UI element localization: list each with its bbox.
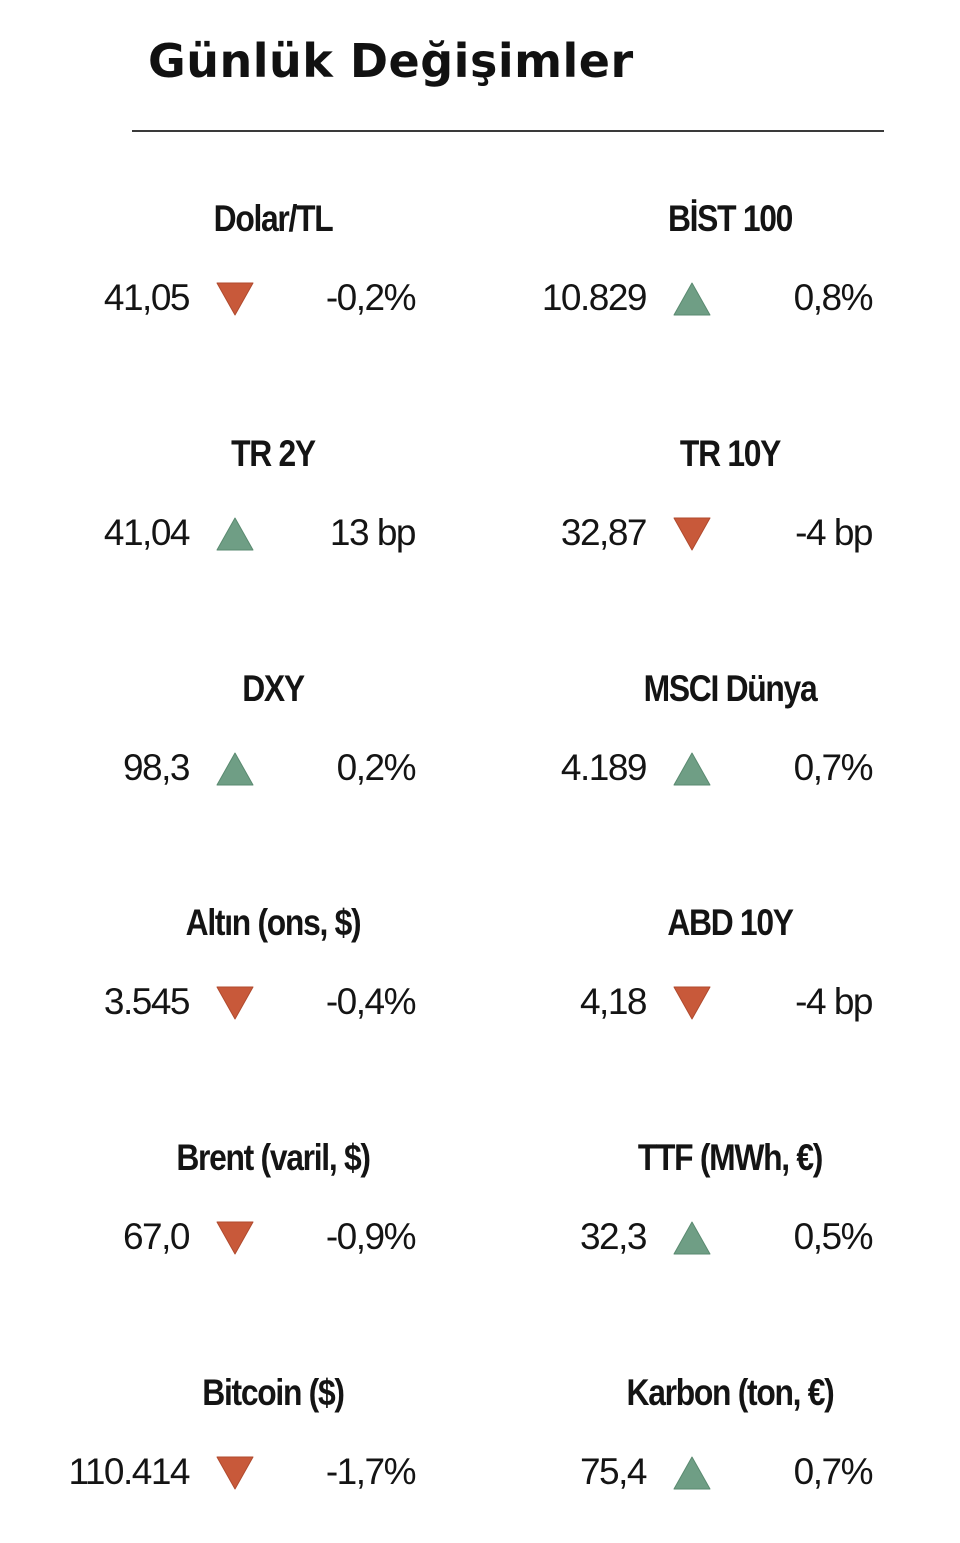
down-triangle-icon xyxy=(672,514,712,554)
market-item-value: 32,3 xyxy=(579,1216,648,1257)
down-triangle-icon xyxy=(215,279,255,319)
market-item-dolar-tl: Dolar/TL 41,05 -0,2% xyxy=(43,193,503,353)
market-item-label: BİST 100 xyxy=(667,198,793,239)
market-item-ttf: TTF (MWh, €) 32,3 0,5% xyxy=(500,1132,960,1292)
up-triangle-icon xyxy=(672,1218,712,1258)
market-item-dxy: DXY 98,3 0,2% xyxy=(43,663,503,823)
market-item-brent: Brent (varil, $) 67,0 -0,9% xyxy=(43,1132,503,1292)
market-item-value: 110.414 xyxy=(68,1451,191,1492)
market-item-change: -4 bp xyxy=(795,512,873,553)
market-item-change: 0,2% xyxy=(336,747,417,788)
market-item-bitcoin: Bitcoin ($) 110.414 -1,7% xyxy=(43,1367,503,1527)
market-item-value: 67,0 xyxy=(122,1216,191,1257)
market-item-label: Altın (ons, $) xyxy=(185,902,362,943)
market-item-change: -4 bp xyxy=(795,981,873,1022)
market-item-value: 4,18 xyxy=(579,981,648,1022)
market-item-label: DXY xyxy=(242,668,305,709)
down-triangle-icon xyxy=(215,1218,255,1258)
market-item-abd-10y: ABD 10Y 4,18 -4 bp xyxy=(500,897,960,1057)
market-item-change: -0,4% xyxy=(325,981,417,1022)
market-item-label: TTF (MWh, €) xyxy=(637,1137,824,1178)
market-item-change: -0,9% xyxy=(325,1216,417,1257)
market-item-label: Dolar/TL xyxy=(213,198,334,239)
market-item-change: -1,7% xyxy=(325,1451,417,1492)
market-item-karbon: Karbon (ton, €) 75,4 0,7% xyxy=(500,1367,960,1527)
down-triangle-icon xyxy=(215,983,255,1023)
market-item-change: 0,7% xyxy=(793,1451,874,1492)
market-item-value: 41,04 xyxy=(103,512,191,553)
down-triangle-icon xyxy=(672,983,712,1023)
market-item-label: Brent (varil, $) xyxy=(176,1137,371,1178)
market-item-value: 75,4 xyxy=(579,1451,648,1492)
market-item-label: Bitcoin ($) xyxy=(202,1372,345,1413)
market-item-tr-10y: TR 10Y 32,87 -4 bp xyxy=(500,428,960,588)
market-item-value: 3.545 xyxy=(103,981,191,1022)
market-item-label: ABD 10Y xyxy=(667,902,794,943)
market-item-change: 0,8% xyxy=(793,277,874,318)
market-item-value: 98,3 xyxy=(122,747,191,788)
market-item-change: 0,7% xyxy=(793,747,874,788)
down-triangle-icon xyxy=(215,1453,255,1493)
market-item-label: MSCI Dünya xyxy=(643,668,818,709)
market-item-change: 0,5% xyxy=(793,1216,874,1257)
up-triangle-icon xyxy=(215,749,255,789)
up-triangle-icon xyxy=(672,749,712,789)
market-item-label: Karbon (ton, €) xyxy=(626,1372,835,1413)
market-item-msci-dunya: MSCI Dünya 4.189 0,7% xyxy=(500,663,960,823)
market-item-tr-2y: TR 2Y 41,04 13 bp xyxy=(43,428,503,588)
market-item-altin: Altın (ons, $) 3.545 -0,4% xyxy=(43,897,503,1057)
market-item-bist-100: BİST 100 10.829 0,8% xyxy=(500,193,960,353)
market-item-value: 32,87 xyxy=(560,512,648,553)
market-item-value: 10.829 xyxy=(541,277,648,318)
market-item-change: -0,2% xyxy=(325,277,417,318)
title-divider xyxy=(132,130,884,132)
up-triangle-icon xyxy=(672,279,712,319)
market-item-value: 41,05 xyxy=(103,277,191,318)
market-item-label: TR 2Y xyxy=(231,433,316,474)
up-triangle-icon xyxy=(672,1453,712,1493)
market-item-value: 4.189 xyxy=(560,747,648,788)
page-title: Günlük Değişimler xyxy=(148,34,634,88)
market-item-change: 13 bp xyxy=(329,512,417,553)
market-item-label: TR 10Y xyxy=(679,433,781,474)
up-triangle-icon xyxy=(215,514,255,554)
